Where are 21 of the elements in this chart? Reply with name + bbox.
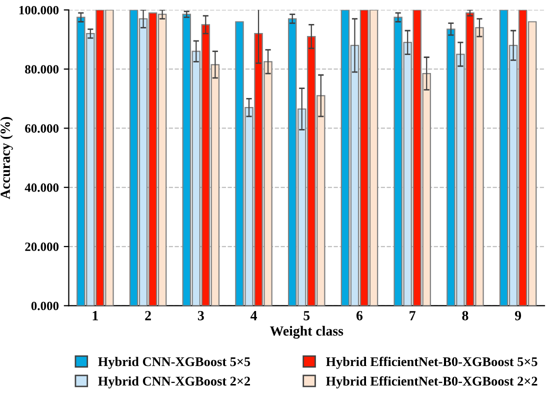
legend-label: Hybrid CNN-XGBoost 2×2 — [98, 376, 250, 388]
y-tick-label: 40.000 — [24, 183, 59, 192]
y-axis-title: Accuracy (%) — [0, 116, 13, 200]
y-tick-label: 20.000 — [25, 242, 59, 252]
x-tick-label: 8 — [462, 310, 468, 320]
y-tick-label: 60.000 — [25, 124, 59, 133]
legend-label: Hybrid CNN-XGBoost 5×5 — [98, 356, 250, 369]
x-tick-label: 5 — [304, 311, 310, 320]
y-tick-label: 80.000 — [25, 65, 59, 74]
x-tick-label: 2 — [145, 310, 151, 320]
y-tick-label: 100.000 — [19, 6, 59, 14]
x-tick-label: 4 — [250, 311, 257, 320]
legend-label: Hybrid EfficientNet-B0-XGBoost 2×2 — [326, 376, 538, 388]
x-axis-title: Weight class — [270, 326, 344, 339]
legend-label: Hybrid EfficientNet-B0-XGBoost 5×5 — [326, 356, 538, 369]
x-tick-label: 1 — [92, 311, 98, 320]
x-tick-label: 6 — [356, 310, 363, 320]
x-tick-label: 9 — [514, 310, 522, 320]
x-tick-label: 3 — [198, 310, 204, 320]
y-tick-label: 0.000 — [31, 302, 59, 310]
x-tick-label: 7 — [410, 311, 416, 320]
